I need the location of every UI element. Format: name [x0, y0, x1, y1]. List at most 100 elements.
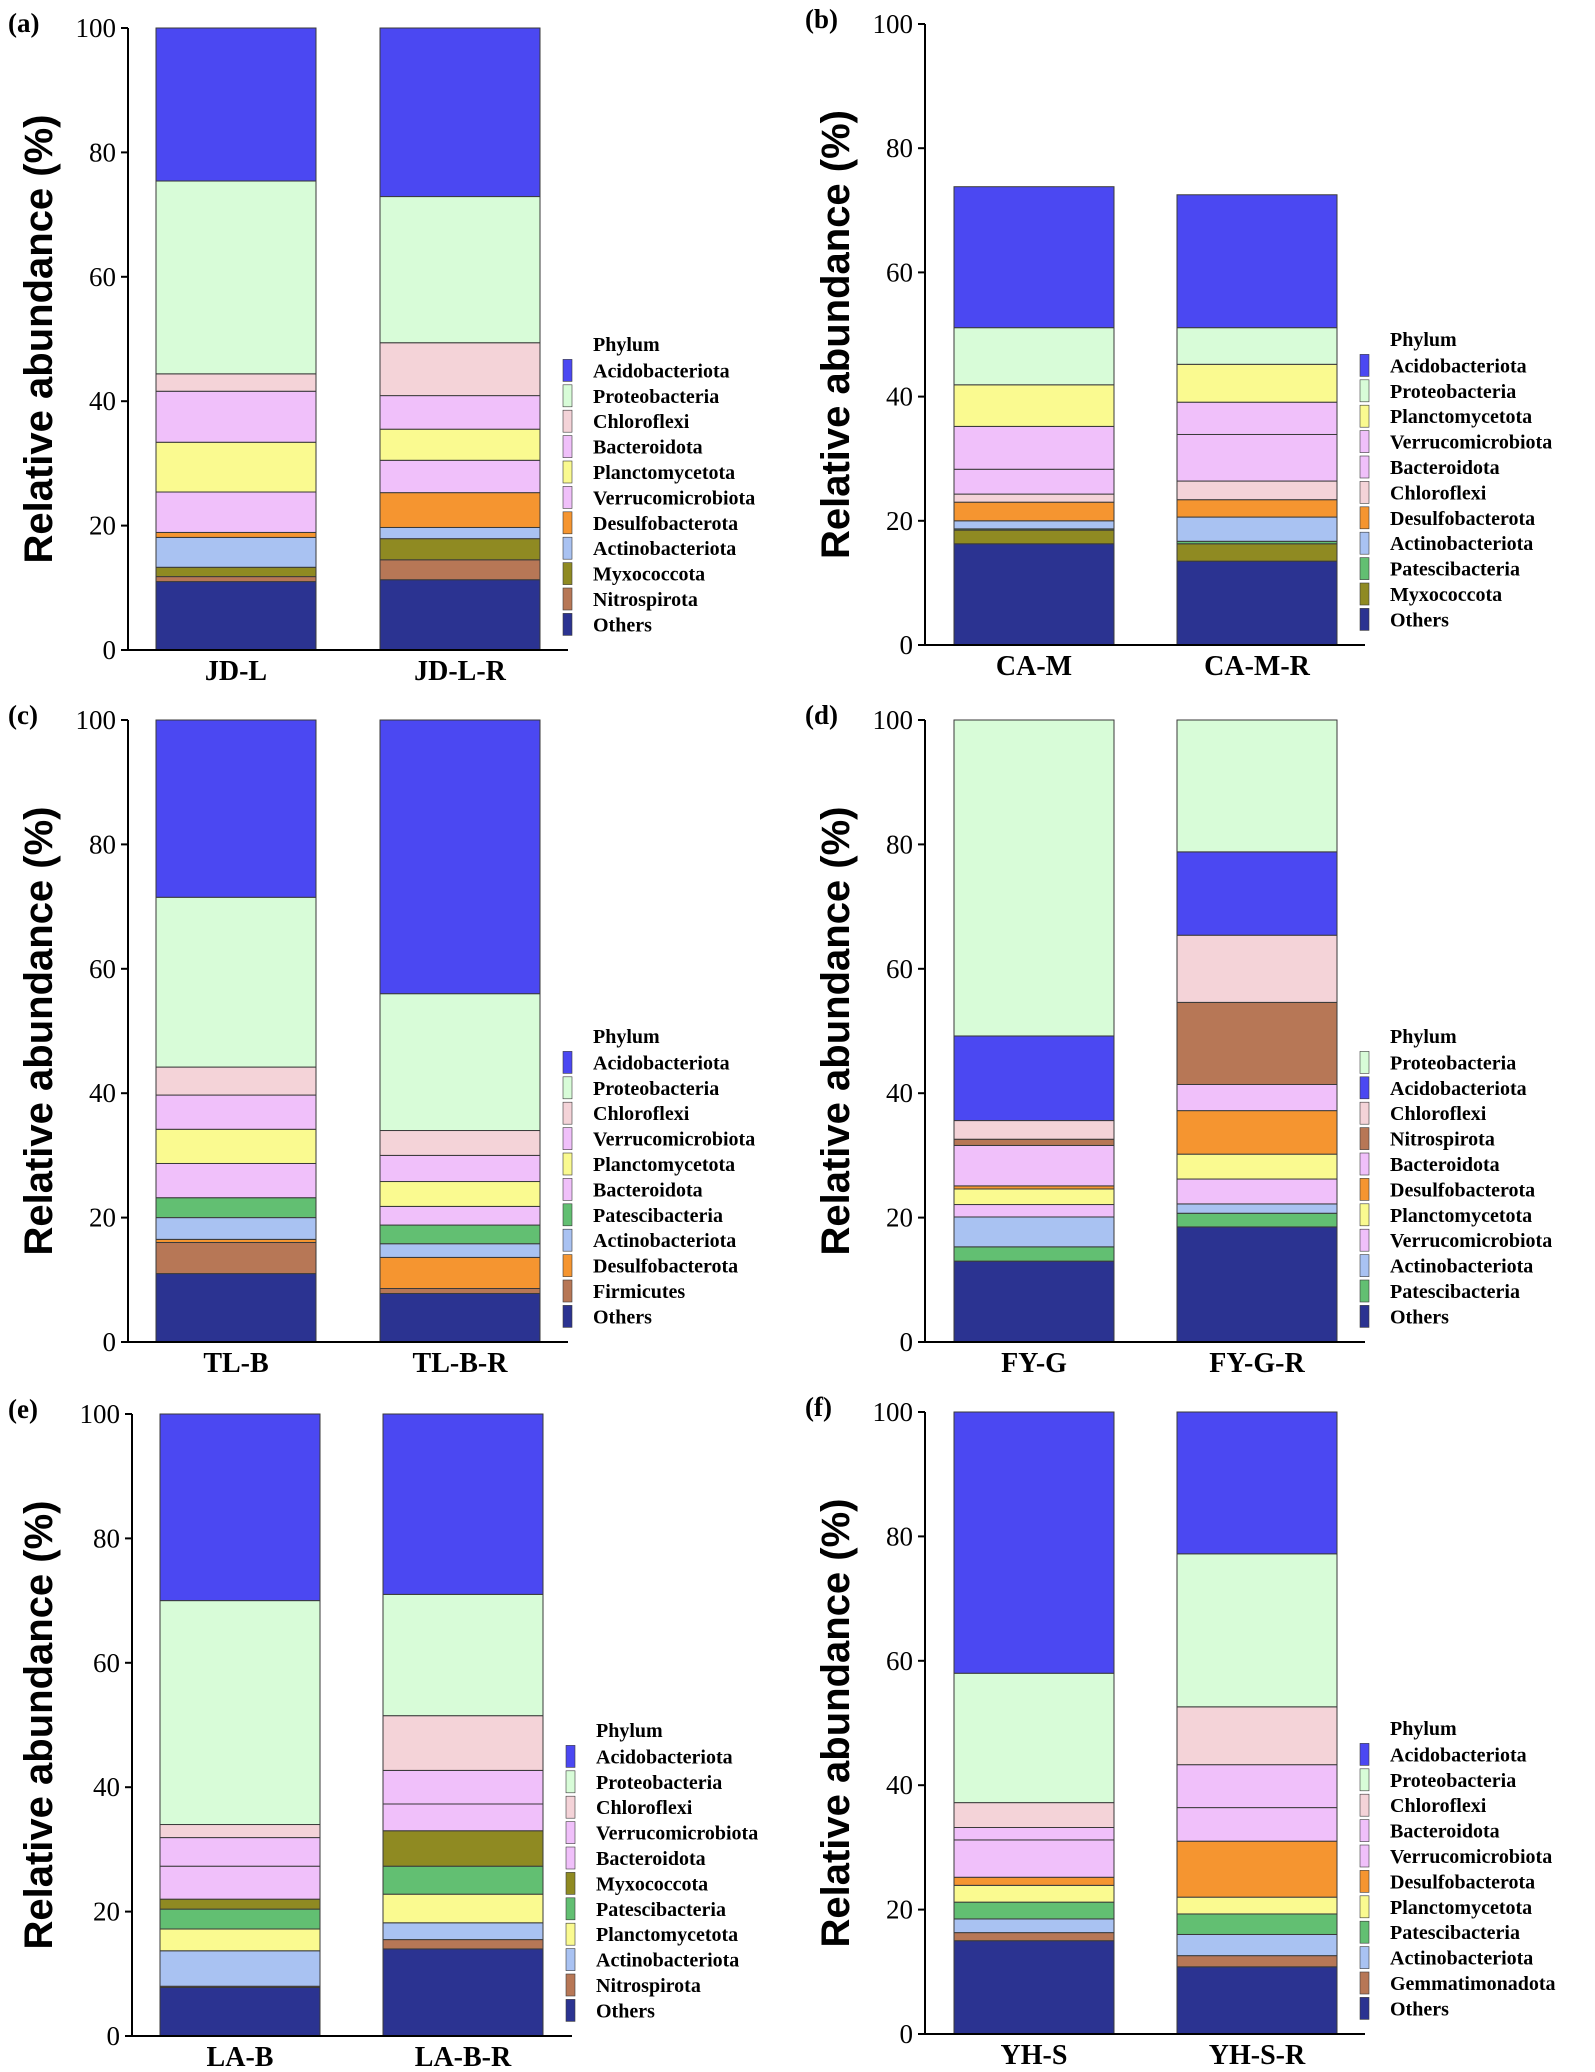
- bar-segment-chloroflexi-2: [1176, 934, 1338, 1003]
- legend-item-acidobacteriota: Acidobacteriota: [1390, 1744, 1527, 1766]
- x-tick-label: LA-B: [207, 2042, 274, 2072]
- bar-segment-planctomycetota-1: [155, 441, 317, 493]
- bar-segment-chloroflexi-1: [953, 1120, 1115, 1140]
- y-tick-label: 100: [873, 1397, 914, 1427]
- legend-item-patescibacteria: Patescibacteria: [1390, 1922, 1520, 1944]
- bar-segment-patescibacteria-2: [1176, 1212, 1338, 1228]
- bar-segment-chloroflexi-1: [953, 493, 1115, 503]
- legend-item-actinobacteriota: Actinobacteriota: [596, 1950, 739, 1972]
- bar-segment-acidobacteriota-1: [155, 719, 317, 898]
- legend-swatch: [562, 1152, 573, 1176]
- y-axis-label: Relative abundance (%): [814, 110, 858, 559]
- legend-swatch: [1359, 506, 1370, 530]
- legend-swatch: [562, 1127, 573, 1150]
- bar-segment-patescibacteria-1: [155, 1197, 317, 1219]
- y-tick-label: 20: [93, 1897, 120, 1927]
- bar-segment-others-1: [155, 1273, 317, 1343]
- bar-segment-actinobacteriota-2: [379, 1243, 541, 1258]
- legend-swatch: [562, 1178, 573, 1201]
- legend-item-patescibacteria: Patescibacteria: [596, 1899, 726, 1921]
- bar-segment-others-2: [379, 579, 541, 651]
- y-axis-label: Relative abundance (%): [17, 1500, 61, 1949]
- bar-segment-bacteroidota-2: [1176, 1764, 1338, 1809]
- legend-item-bacteroidota: Bacteroidota: [593, 1179, 703, 1201]
- legend-swatch: [1359, 1101, 1370, 1125]
- legend-swatch: [1359, 557, 1370, 580]
- legend-swatch: [1359, 1743, 1370, 1766]
- bar-segment-planctomycetota-2: [382, 1893, 544, 1924]
- bar-segment-acidobacteriota-1: [159, 1413, 321, 1602]
- bar-segment-nitrospirota-2: [379, 559, 541, 581]
- legend-swatch: [1359, 1768, 1370, 1792]
- legend-item-planctomycetota: Planctomycetota: [593, 462, 735, 484]
- bar-segment-planctomycetota-2: [379, 428, 541, 461]
- y-tick-label: 60: [886, 257, 913, 287]
- legend-swatch: [1359, 1203, 1370, 1227]
- y-tick-label: 40: [886, 1770, 913, 1800]
- legend-item-proteobacteria: Proteobacteria: [596, 1772, 722, 1794]
- legend-item-acidobacteriota: Acidobacteriota: [593, 360, 730, 382]
- legend-swatch: [1359, 531, 1370, 555]
- bar-segment-acidobacteriota-2: [379, 27, 541, 198]
- legend-swatch: [562, 435, 573, 458]
- bar-segment-patescibacteria-2: [379, 1224, 541, 1245]
- x-tick-label: FY-G: [1001, 1348, 1067, 1379]
- legend-item-others: Others: [596, 2000, 655, 2022]
- legend-swatch: [1359, 1793, 1370, 1817]
- legend-item-proteobacteria: Proteobacteria: [593, 386, 719, 408]
- bar-segment-chloroflexi-2: [379, 1130, 541, 1156]
- legend-item-verrucomicrobiota: Verrucomicrobiota: [596, 1823, 758, 1845]
- bar-segment-verrucomicrobiota-2: [382, 1769, 544, 1805]
- legend-swatch: [562, 460, 573, 484]
- legend-item-chloroflexi: Chloroflexi: [1390, 1795, 1487, 1817]
- legend-swatch: [1359, 1971, 1370, 1995]
- bar-segment-patescibacteria-2: [382, 1865, 544, 1895]
- legend-item-nitrospirota: Nitrospirota: [596, 1975, 701, 1997]
- y-tick-label: 40: [93, 1772, 120, 1802]
- legend-item-firmicutes: Firmicutes: [593, 1281, 685, 1303]
- legend-swatch: [562, 1305, 573, 1328]
- bar-segment-firmicutes-1: [155, 1241, 317, 1275]
- bar-segment-acidobacteriota-1: [155, 27, 317, 182]
- legend: Phylum Acidobacteriota Proteobacteria Chlor…: [562, 1026, 755, 1328]
- bar-segment-verrucomicrobiota-1: [155, 491, 317, 533]
- legend-item-desulfobacterota: Desulfobacterota: [593, 513, 738, 535]
- legend-item-verrucomicrobiota: Verrucomicrobiota: [593, 1129, 755, 1151]
- panel-d: (d) Relative abundance (%) FY-G FY-G-R 0 20 40…: [805, 700, 1552, 1379]
- y-tick-label: 60: [886, 954, 913, 984]
- legend-item-myxococcota: Myxococcota: [596, 1873, 708, 1895]
- bar-segment-actinobacteriota-2: [382, 1922, 544, 1941]
- bar-segment-desulfobacterota-1: [953, 1876, 1115, 1886]
- bar-segment-proteobacteria-2: [379, 196, 541, 344]
- bar-segment-verrucomicrobiota-1: [159, 1837, 321, 1867]
- legend-swatch: [562, 1076, 573, 1100]
- legend-title: Phylum: [596, 1720, 663, 1742]
- y-tick-label: 80: [886, 1521, 913, 1551]
- legend-title: Phylum: [1390, 1718, 1457, 1740]
- bar-segment-others-2: [382, 1948, 544, 2037]
- legend-swatch: [1359, 1152, 1370, 1176]
- y-tick-label: 0: [900, 2019, 914, 2049]
- legend-item-planctomycetota: Planctomycetota: [1390, 406, 1532, 428]
- y-tick-label: 0: [900, 1327, 914, 1357]
- bar-segment-verrucomicrobiota-2: [379, 1154, 541, 1183]
- bar-segment-acidobacteriota-2: [1176, 1411, 1338, 1555]
- legend-swatch: [562, 486, 573, 509]
- legend-swatch: [1359, 481, 1370, 504]
- y-tick-label: 80: [886, 133, 913, 163]
- bar-segment-others-2: [1176, 560, 1338, 646]
- bar-segment-actinobacteriota-2: [379, 526, 541, 540]
- legend-swatch: [1359, 1051, 1370, 1074]
- bar-segment-actinobacteriota-2: [1176, 1203, 1338, 1214]
- legend: Phylum Acidobacteriota Proteobacteria Chlor…: [565, 1720, 758, 2022]
- bar-segment-planctomycetota-1: [953, 1188, 1115, 1206]
- bar-segment-proteobacteria-2: [379, 993, 541, 1132]
- legend-item-acidobacteriota: Acidobacteriota: [596, 1746, 733, 1768]
- panel-b: (b) Relative abundance (%) CA-M CA-M-R 0 20 40…: [805, 4, 1552, 682]
- legend-item-bacteroidota: Bacteroidota: [1390, 1154, 1500, 1176]
- bar-segment-proteobacteria-1: [155, 896, 317, 1068]
- y-tick-label: 20: [886, 1895, 913, 1925]
- bar-segment-verrucomicrobiota-1: [953, 1839, 1115, 1878]
- bar-segment-verrucomicrobiota-2: [1176, 401, 1338, 435]
